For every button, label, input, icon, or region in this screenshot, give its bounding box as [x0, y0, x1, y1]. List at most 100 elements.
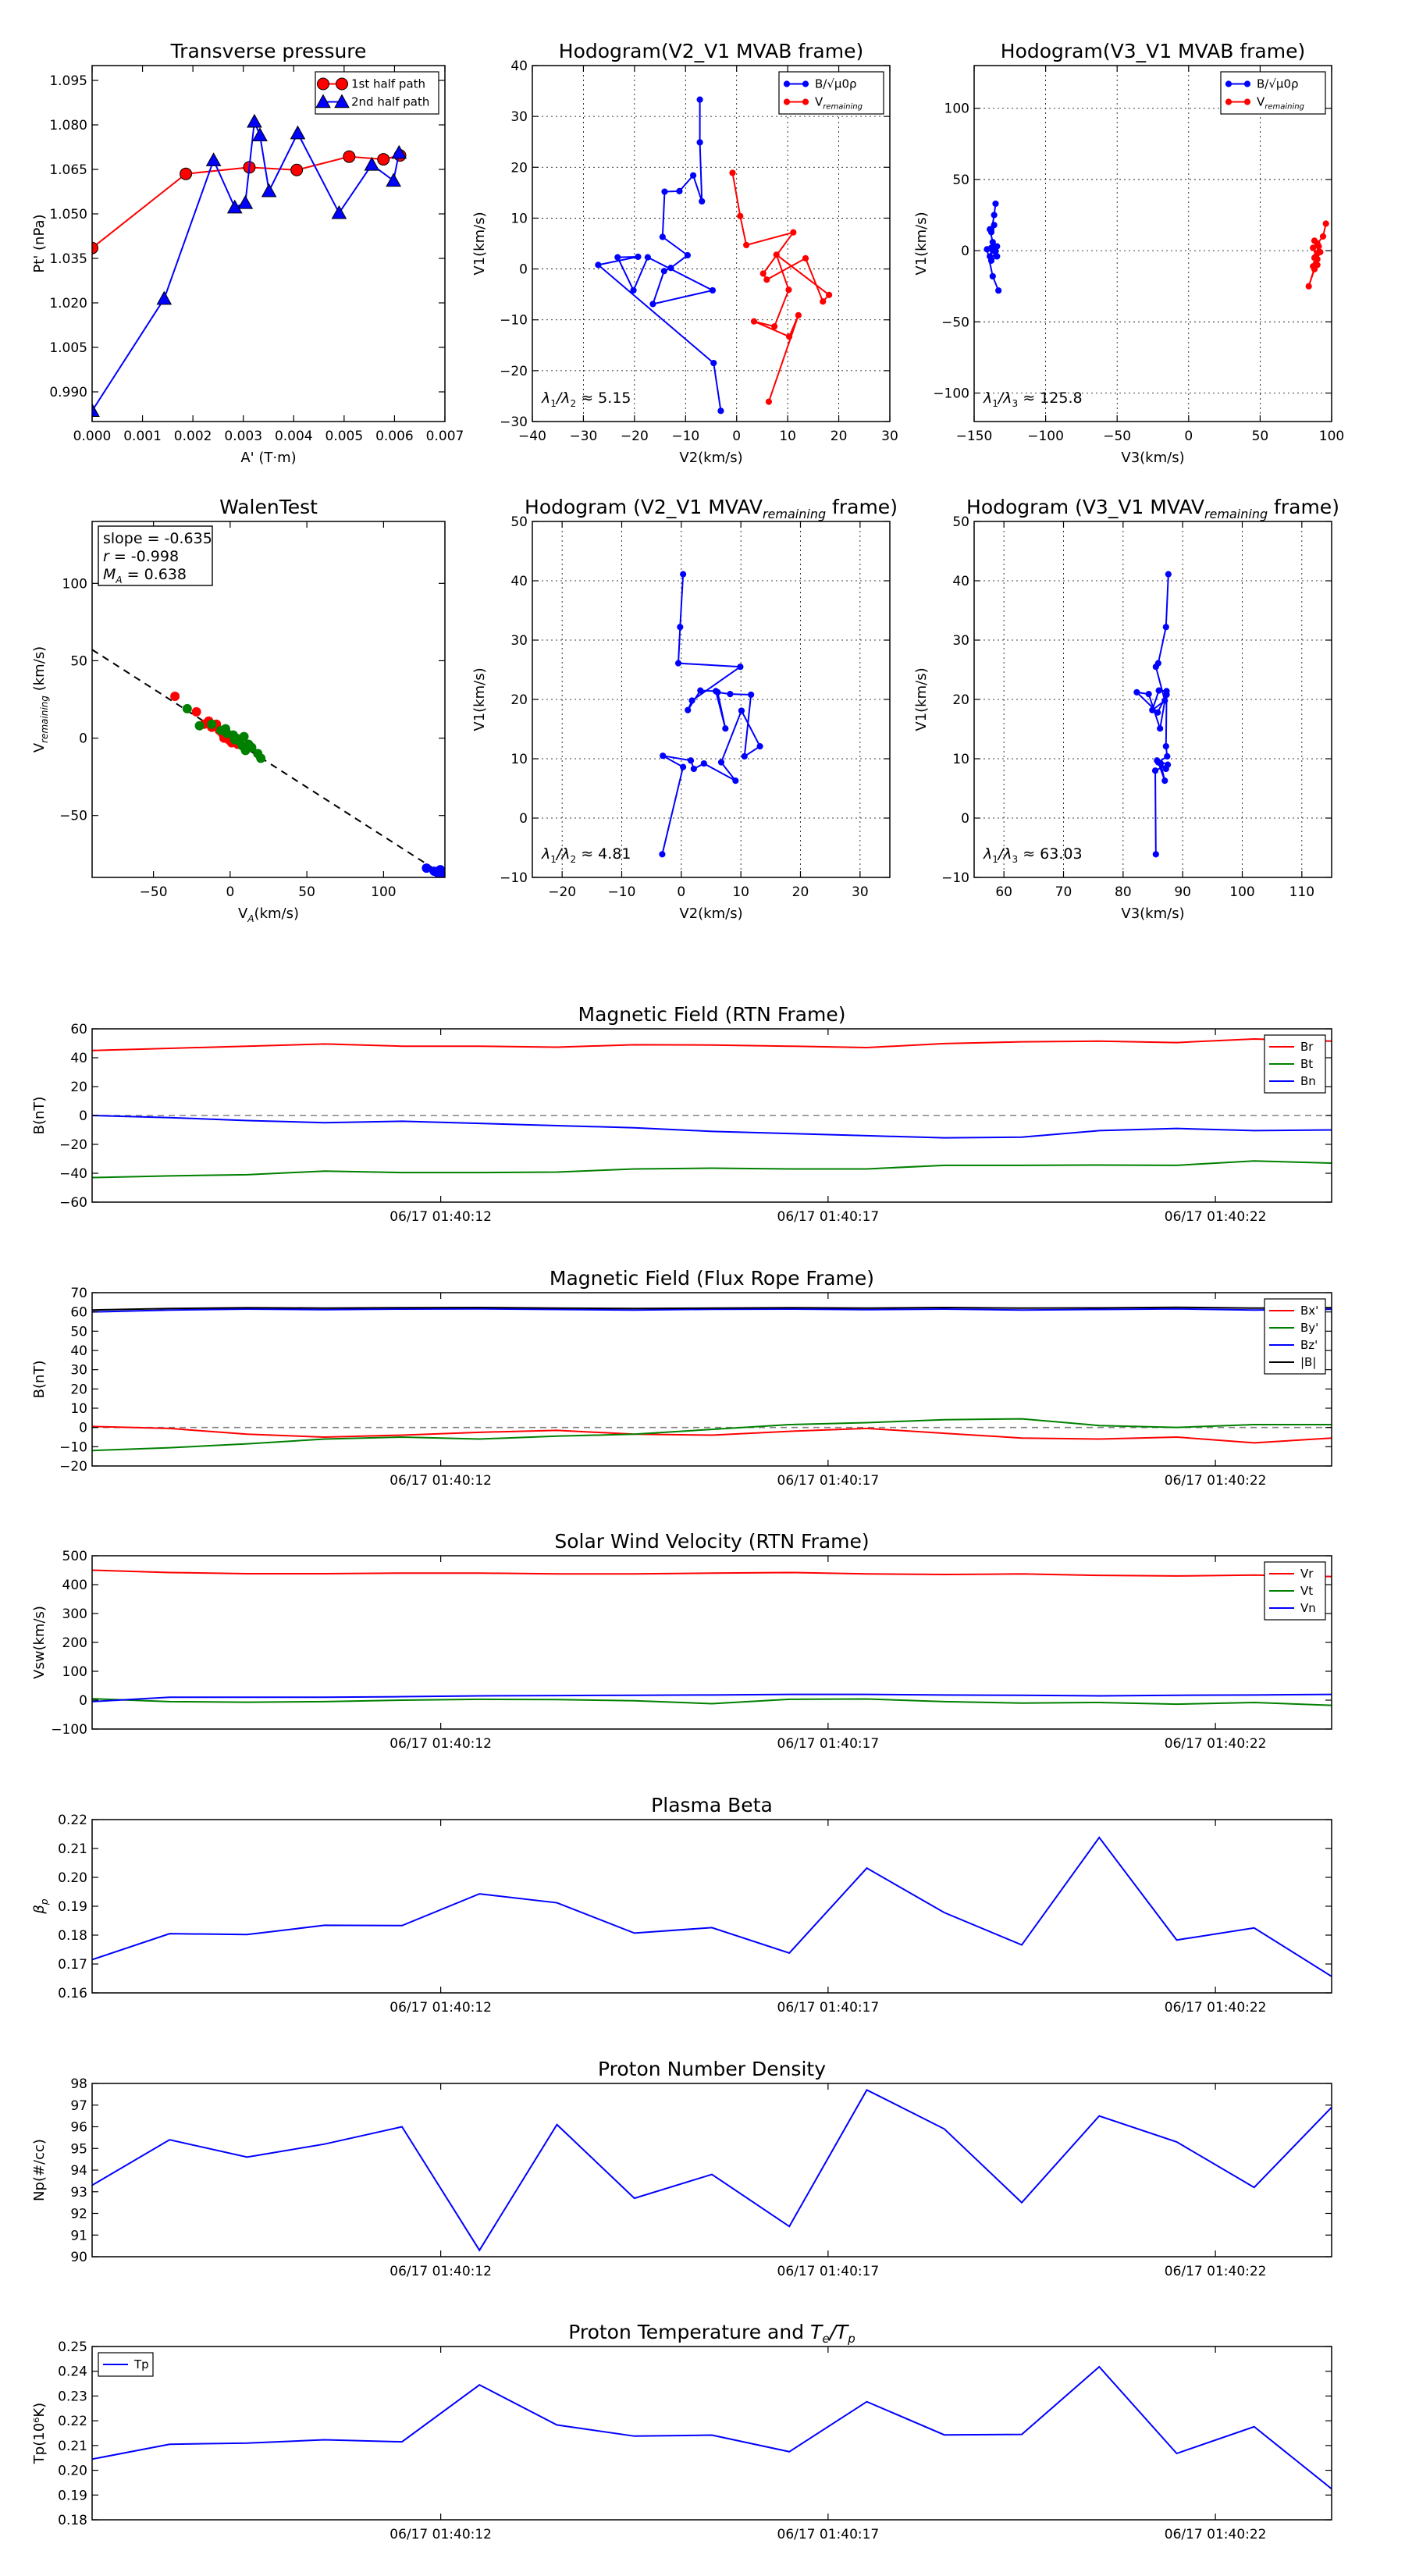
- data-point: [984, 246, 991, 253]
- y-tick-label: −20: [59, 1459, 87, 1475]
- x-tick-label: 06/17 01:40:12: [389, 1209, 492, 1225]
- data-point: [987, 226, 994, 233]
- series-line: [92, 1569, 1332, 1578]
- annotation-part: /λ: [555, 845, 571, 863]
- plot-frame: [532, 65, 891, 422]
- series-line: [92, 2365, 1332, 2490]
- y-tick-label: 0.22: [58, 2414, 87, 2429]
- annotation-part: 3: [1012, 398, 1019, 409]
- y-tick-label: 40: [952, 574, 969, 589]
- legend-label: Bz': [1300, 1338, 1318, 1352]
- x-axis-label-sub: A: [247, 913, 254, 924]
- legend-box: [1220, 71, 1326, 115]
- x-tick-label: −150: [956, 429, 993, 444]
- y-tick-label: −50: [941, 315, 969, 330]
- annotation-part: λ: [541, 845, 550, 863]
- data-point: [722, 725, 729, 732]
- plot-frame: [973, 65, 1332, 422]
- data-point: [802, 254, 809, 262]
- y-tick-label: −10: [941, 870, 969, 886]
- annotation-part: 1: [550, 854, 557, 865]
- data-point: [994, 253, 1001, 260]
- data-point: [1154, 757, 1161, 764]
- x-axis-label: V2(km/s): [679, 450, 742, 466]
- x-tick-label: 0.005: [325, 429, 364, 444]
- series-1st-half-path: [92, 149, 407, 254]
- y-tick-label: 20: [510, 692, 528, 708]
- data-point: [667, 265, 674, 272]
- data-point: [614, 254, 621, 261]
- y-tick-label: 1.080: [49, 118, 87, 133]
- data-point: [1225, 98, 1232, 105]
- y-tick-label: 30: [952, 633, 969, 649]
- data-point: [1165, 571, 1172, 578]
- y-tick-label: 0: [961, 244, 969, 259]
- data-point: [1164, 753, 1171, 760]
- x-tick-label: 0.000: [73, 429, 112, 444]
- y-tick-label: 0: [79, 1421, 87, 1436]
- y-tick-label: 0: [519, 811, 528, 827]
- x-tick-label: −30: [569, 429, 597, 444]
- data-point: [331, 205, 347, 219]
- y-tick-label: 92: [70, 2207, 87, 2222]
- data-point: [1157, 725, 1164, 732]
- fit-line: [92, 649, 445, 877]
- data-point: [207, 719, 217, 729]
- series-line: [92, 1836, 1332, 1977]
- series-line: [92, 1693, 1332, 1703]
- data-point: [680, 763, 687, 770]
- data-point: [220, 724, 230, 734]
- data-point: [714, 688, 721, 696]
- y-tick-label: 20: [952, 692, 969, 708]
- x-tick-label: 06/17 01:40:22: [1165, 1473, 1267, 1489]
- annotation-text: λ1/λ2 ≈ 4.81: [541, 845, 631, 865]
- y-tick-label: 0.24: [58, 2364, 87, 2380]
- data-point: [741, 753, 748, 760]
- y-tick-label: 40: [510, 59, 528, 74]
- y-tick-label: 100: [62, 1664, 87, 1680]
- data-point: [364, 156, 380, 171]
- y-tick-label: 0.23: [58, 2389, 87, 2404]
- data-point: [630, 286, 637, 294]
- y-tick-label: 0: [79, 1693, 87, 1709]
- chart-title: Magnetic Field (RTN Frame): [578, 1003, 846, 1026]
- annotation-part: 2: [571, 854, 577, 865]
- x-tick-label: 50: [298, 884, 315, 900]
- data-point: [252, 127, 268, 141]
- y-tick-label: 10: [70, 1401, 87, 1417]
- x-tick-label: 110: [1289, 884, 1314, 900]
- y-axis-label: V1(km/s): [471, 667, 488, 731]
- series-vr: [92, 1569, 1332, 1578]
- y-axis-label: B(nT): [31, 1361, 48, 1399]
- x-tick-label: 0.003: [224, 429, 262, 444]
- data-point: [1243, 80, 1251, 87]
- y-tick-label: 20: [70, 1382, 87, 1397]
- x-tick-label: −10: [608, 884, 636, 900]
- data-point: [1152, 851, 1159, 858]
- data-point: [989, 272, 996, 280]
- series-vremaining: [729, 169, 833, 405]
- data-point: [700, 760, 707, 767]
- data-point: [676, 187, 683, 195]
- x-tick-label: 80: [1115, 884, 1132, 900]
- y-tick-label: 0.18: [58, 2513, 87, 2528]
- annotation-part: ≈ 5.15: [576, 390, 631, 407]
- plot-frame: [91, 2346, 1332, 2521]
- y-tick-label: 60: [70, 1305, 87, 1321]
- y-tick-label: 0.20: [58, 2464, 87, 2479]
- y-axis-label-tail: (km/s): [31, 646, 48, 696]
- legend-label: By': [1300, 1321, 1318, 1335]
- series-line: [661, 574, 761, 855]
- data-point: [727, 691, 734, 698]
- series-b: [659, 571, 763, 858]
- series--b-: [92, 1306, 1332, 1311]
- series-br: [92, 1037, 1332, 1051]
- data-point: [226, 199, 243, 214]
- series-line: [731, 173, 831, 402]
- series-line: [92, 1418, 1332, 1452]
- series-tp: [92, 2365, 1332, 2490]
- chart-title: Transverse pressure: [170, 40, 367, 62]
- data-point: [759, 270, 767, 277]
- data-point: [737, 664, 744, 671]
- y-tick-label: −100: [51, 1722, 87, 1738]
